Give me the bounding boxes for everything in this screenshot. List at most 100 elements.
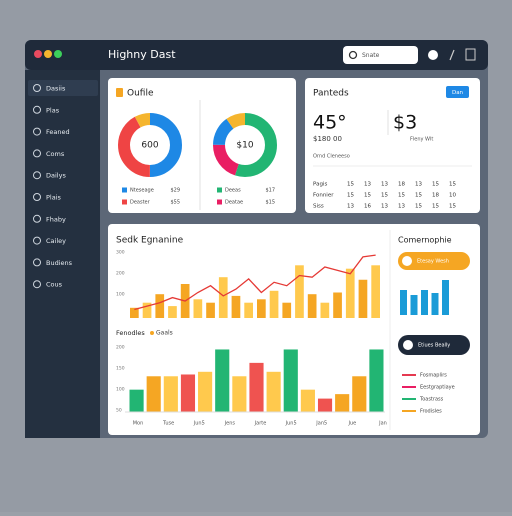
card-title: Comernophie [398, 236, 452, 245]
x-tick-label: Jun5 [193, 421, 205, 427]
pill-label: Etiues Beally [418, 343, 450, 349]
pill-label: Etesay Wesh [417, 259, 449, 265]
bar [431, 293, 439, 315]
legend-label: Frodisles [420, 409, 442, 415]
sidebar [25, 70, 100, 438]
x-tick-label: Jan [378, 421, 387, 427]
table-cell: Siss [313, 204, 324, 210]
pill-icon [403, 340, 413, 350]
table-cell: 15 [449, 204, 456, 210]
table-cell: 13 [381, 182, 388, 188]
table-cell: 13 [415, 182, 422, 188]
search-box[interactable] [343, 46, 418, 64]
max-dot[interactable] [54, 50, 62, 58]
legend-label: Deaster [130, 200, 151, 206]
nav-label: Plas [46, 106, 60, 114]
nav-label: Cous [46, 281, 63, 289]
y-tick-label: 200 [116, 271, 125, 277]
bar [352, 376, 367, 412]
card-icon [116, 88, 123, 97]
bar [168, 306, 177, 318]
bar [163, 376, 178, 412]
bar [257, 299, 266, 318]
nav-label: Fhaby [46, 215, 66, 223]
y-tick-label: 200 [116, 345, 125, 351]
pill[interactable] [398, 335, 470, 355]
legend-value: $15 [265, 200, 275, 206]
bar [269, 290, 279, 318]
donut-center: $10 [236, 141, 253, 151]
nav-label: Cailey [46, 237, 66, 245]
min-dot[interactable] [44, 50, 52, 58]
x-tick-label: Jun5 [285, 421, 297, 427]
nav-icon [33, 193, 41, 201]
legend-label: Deeas [225, 188, 241, 194]
bar [180, 374, 196, 412]
nav-icon [33, 258, 41, 267]
y-tick-label: 300 [116, 250, 125, 256]
bar [266, 371, 281, 412]
card-title: Panteds [313, 89, 349, 99]
table-cell: Pagis [313, 182, 327, 188]
x-tick-label: Tuse [162, 421, 174, 427]
table-cell: 15 [381, 193, 388, 199]
legend-label: Eestgraptiaye [420, 385, 455, 391]
bar [283, 349, 298, 412]
bar [295, 265, 304, 318]
bar [371, 265, 380, 318]
table-cell: 16 [364, 204, 371, 210]
legend-value: $55 [170, 200, 180, 206]
button[interactable] [446, 86, 469, 98]
nav-icon [33, 280, 41, 289]
trend-line [134, 254, 376, 311]
legend-swatch [217, 199, 222, 205]
bar [193, 299, 203, 318]
pill[interactable] [398, 252, 470, 270]
nav-icon [33, 127, 41, 136]
x-tick-label: Jarte [254, 421, 267, 427]
legend-value: $29 [170, 188, 180, 194]
sub-stat: Fleny Wlt [410, 137, 433, 143]
y-tick-label: 100 [116, 387, 125, 393]
legend-swatch [217, 187, 222, 193]
bar [232, 376, 247, 412]
bar [442, 280, 449, 315]
big-stat: $3 [393, 112, 417, 134]
bar [345, 268, 355, 318]
table-cell: 13 [364, 182, 371, 188]
x-tick-label: Mon [133, 421, 144, 427]
table-cell: 15 [432, 182, 439, 188]
donut-segment [213, 113, 277, 177]
bar [198, 371, 213, 412]
close-dot[interactable] [34, 50, 42, 58]
caption: Ornd Cleneeso [313, 154, 350, 160]
bar [130, 307, 139, 318]
donut-center: 600 [141, 141, 158, 151]
bar [155, 294, 165, 318]
table-cell: 15 [347, 182, 354, 188]
sub-stat: $180 00 [313, 135, 342, 143]
bar [300, 389, 315, 412]
nav-icon [33, 171, 41, 180]
card-title: Oufile [127, 89, 154, 99]
products-card [305, 78, 480, 213]
bar [358, 279, 368, 318]
app-title: Highny Dast [108, 48, 176, 61]
panel-icon[interactable] [465, 48, 476, 61]
table-cell: Fonnier [313, 193, 334, 199]
big-stat: 45° [313, 112, 347, 134]
bar [400, 290, 407, 315]
table-cell: 18 [432, 193, 439, 199]
legend-label: Deatae [225, 200, 243, 206]
bar [146, 376, 161, 412]
table-cell: 13 [398, 204, 405, 210]
table-cell: 10 [449, 193, 456, 199]
bar [282, 302, 292, 318]
profile-icon[interactable] [428, 50, 438, 60]
nav-label: Feaned [46, 128, 70, 136]
legend-swatch [122, 187, 127, 193]
nav-icon [33, 84, 41, 92]
table-cell: 15 [415, 193, 422, 199]
edit-icon[interactable] [449, 49, 455, 61]
active-item [28, 80, 98, 96]
